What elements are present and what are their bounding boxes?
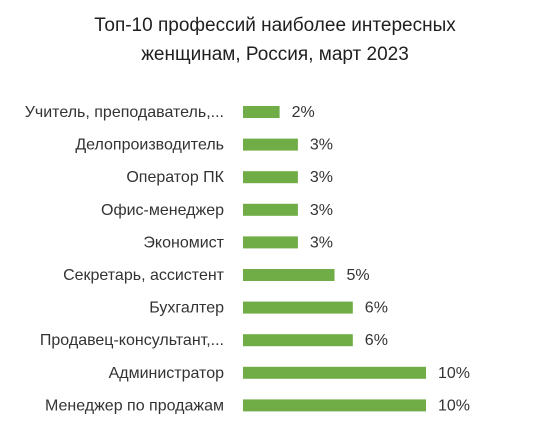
value-label: 3% xyxy=(310,137,333,154)
bar xyxy=(243,138,298,151)
category-label: Менеджер по продажам xyxy=(45,397,224,414)
bar xyxy=(243,203,298,216)
bar xyxy=(243,301,353,314)
value-label: 10% xyxy=(438,365,470,382)
category-label: Продавец-консультант,... xyxy=(40,332,224,349)
category-label: Бухгалтер xyxy=(149,300,224,317)
bar xyxy=(243,366,426,379)
category-label: Оператор ПК xyxy=(126,169,224,186)
bar xyxy=(243,399,426,412)
value-label: 6% xyxy=(365,300,388,317)
value-label: 10% xyxy=(438,397,470,414)
category-label: Администратор xyxy=(109,365,225,382)
bar xyxy=(243,236,298,249)
value-label: 3% xyxy=(310,202,333,219)
value-label: 3% xyxy=(310,169,333,186)
value-label: 5% xyxy=(347,267,370,284)
chart-title-line-1: Топ-10 профессий наиболее интересных xyxy=(94,15,456,36)
category-label: Учитель, преподаватель,... xyxy=(25,104,224,121)
value-label: 6% xyxy=(365,332,388,349)
bar xyxy=(243,171,298,184)
category-label: Делопроизводитель xyxy=(75,137,224,154)
bar xyxy=(243,334,353,347)
bar xyxy=(243,106,280,118)
chart-title-line-2: женщинам, Россия, март 2023 xyxy=(141,44,409,65)
category-label: Экономист xyxy=(143,234,224,251)
bar xyxy=(243,269,335,281)
category-label: Офис-менеджер xyxy=(101,202,224,219)
value-label: 3% xyxy=(310,234,333,251)
value-label: 2% xyxy=(292,104,315,121)
category-label: Секретарь, ассистент xyxy=(63,267,225,284)
